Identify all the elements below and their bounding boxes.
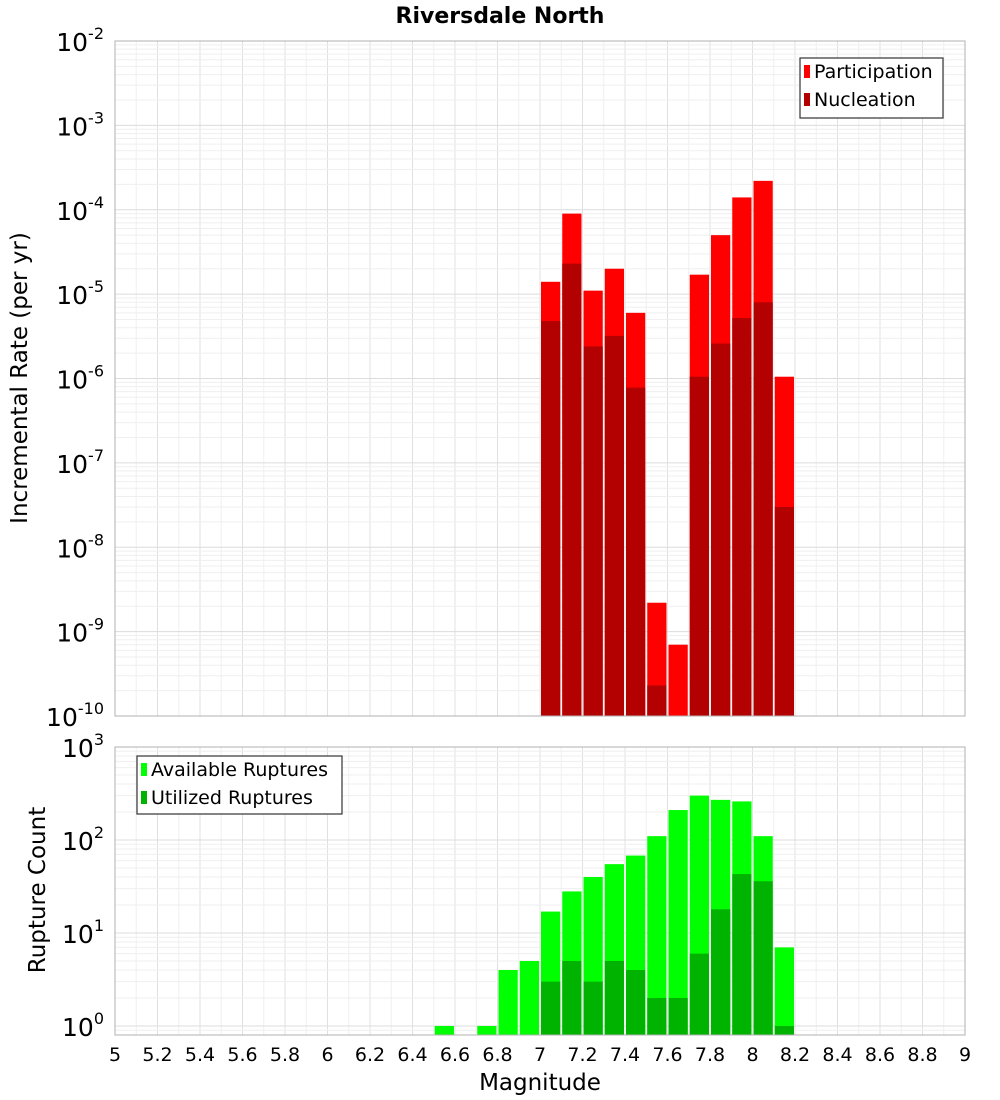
bottom-bar	[732, 874, 752, 1035]
bottom-plot-frame	[114, 746, 966, 1036]
top-y-tick-label: 10-8	[56, 530, 104, 563]
top-bar	[626, 387, 646, 716]
x-tick-label: 5.4	[185, 1044, 215, 1066]
bottom-bar	[604, 960, 624, 1035]
x-tick-label: 7	[534, 1044, 546, 1066]
top-legend-swatch	[804, 65, 810, 78]
x-tick-label: 8	[746, 1044, 758, 1066]
top-bar	[541, 321, 561, 716]
bottom-bar	[647, 836, 667, 1035]
x-tick-label: 5	[109, 1044, 121, 1066]
bottom-y-tick-label: 100	[62, 1009, 104, 1042]
bottom-bar	[434, 1025, 454, 1035]
bottom-legend-label: Available Ruptures	[151, 759, 328, 781]
top-bar	[647, 685, 667, 716]
x-tick-label: 6.6	[440, 1044, 470, 1066]
top-bar	[711, 343, 731, 716]
bottom-legend-label: Utilized Ruptures	[151, 787, 313, 809]
bottom-legend-swatch	[141, 791, 147, 804]
x-tick-label: 8.6	[865, 1044, 895, 1066]
bottom-legend: Available Ruptures Utilized Ruptures	[136, 755, 343, 815]
bottom-bar	[647, 997, 667, 1035]
bottom-y-tick-label: 103	[62, 730, 104, 763]
bottom-bar	[519, 960, 539, 1035]
bottom-bar	[668, 810, 688, 1035]
x-tick-label: 8.4	[822, 1044, 852, 1066]
x-tick-label: 6	[321, 1044, 333, 1066]
bottom-y-axis-label: Rupture Count	[25, 807, 51, 973]
chart-title: Riversdale North	[396, 4, 605, 29]
top-bar	[562, 263, 582, 716]
bottom-legend-box	[136, 755, 343, 815]
top-y-axis-label: Incremental Rate (per yr)	[7, 232, 33, 524]
top-y-tick-label: 10-10	[46, 699, 104, 732]
top-bar	[583, 346, 603, 716]
x-tick-label: 5.8	[270, 1044, 300, 1066]
x-tick-label: 7.2	[567, 1044, 597, 1066]
bottom-bar	[668, 997, 688, 1035]
top-legend-label: Participation	[814, 61, 933, 83]
bottom-bar	[774, 947, 794, 1035]
top-bar	[668, 644, 688, 716]
top-y-tick-label: 10-6	[56, 362, 104, 395]
top-bar	[604, 335, 624, 716]
x-tick-label: 6.4	[397, 1044, 427, 1066]
top-bar	[689, 376, 709, 716]
bottom-legend-swatch	[141, 763, 147, 776]
top-grid	[115, 41, 965, 716]
top-y-tick-label: 10-2	[56, 24, 104, 57]
x-tick-label: 5.6	[227, 1044, 257, 1066]
top-legend-label: Nucleation	[814, 89, 916, 111]
bottom-bar	[562, 960, 582, 1035]
bottom-bar	[498, 969, 518, 1035]
top-y-tick-label: 10-4	[56, 193, 104, 226]
bottom-bar	[774, 1025, 794, 1035]
bottom-bar	[711, 909, 731, 1035]
top-plot-frame	[114, 40, 966, 717]
bottom-bar	[541, 981, 561, 1035]
x-tick-label: 8.8	[907, 1044, 937, 1066]
top-legend-box	[799, 57, 944, 119]
x-axis-label: Magnitude	[479, 1070, 601, 1096]
top-series-inner	[541, 263, 794, 716]
x-tick-label: 7.8	[695, 1044, 725, 1066]
x-tick-label: 6.8	[482, 1044, 512, 1066]
bottom-y-tick-label: 101	[62, 916, 104, 949]
bottom-bar	[753, 881, 773, 1035]
top-bar	[774, 506, 794, 716]
top-y-tick-label: 10-5	[56, 277, 104, 310]
top-bar	[753, 302, 773, 716]
bottom-series-inner	[541, 874, 794, 1035]
bottom-bar	[626, 969, 646, 1035]
bottom-bar	[583, 981, 603, 1035]
x-tick-label: 7.6	[652, 1044, 682, 1066]
top-bar	[732, 318, 752, 716]
top-y-tick-label: 10-9	[56, 615, 104, 648]
bottom-bar	[477, 1025, 497, 1035]
bottom-y-tick-label: 102	[62, 823, 104, 856]
top-y-tick-label: 10-3	[56, 108, 104, 141]
top-legend-swatch	[804, 93, 810, 106]
x-tick-label: 7.4	[610, 1044, 640, 1066]
top-legend: Participation Nucleation	[799, 57, 944, 119]
bottom-bar	[689, 953, 709, 1035]
x-tick-label: 9	[959, 1044, 971, 1066]
x-tick-label: 6.2	[355, 1044, 385, 1066]
x-tick-label: 8.2	[780, 1044, 810, 1066]
x-tick-label: 5.2	[142, 1044, 172, 1066]
top-y-tick-label: 10-7	[56, 446, 104, 479]
